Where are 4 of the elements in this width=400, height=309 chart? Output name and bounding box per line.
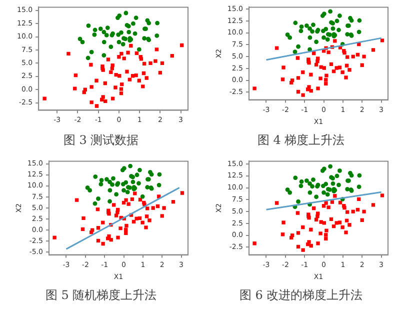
text: 图 5 随机梯度上升法: [45, 288, 157, 302]
text: 图 4 梯度上升法: [257, 132, 345, 147]
text: 图 6 改进的梯度上升法: [239, 288, 363, 302]
text: 图 3 测试数据: [63, 132, 139, 147]
